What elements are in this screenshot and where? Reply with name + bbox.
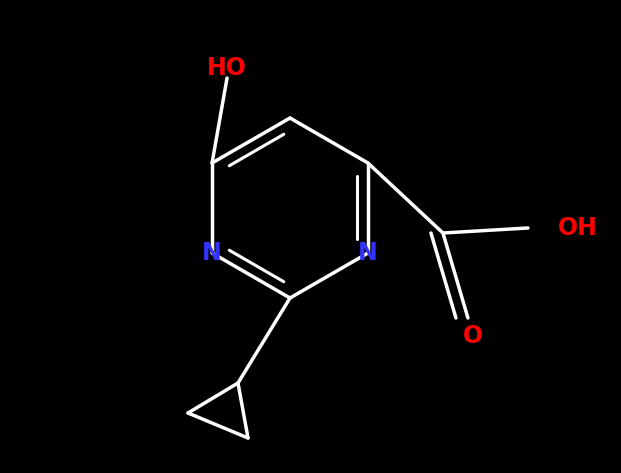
Text: O: O [463,324,483,348]
Text: HO: HO [207,56,247,80]
Text: N: N [202,241,222,265]
Text: OH: OH [558,216,598,240]
Text: N: N [358,241,378,265]
